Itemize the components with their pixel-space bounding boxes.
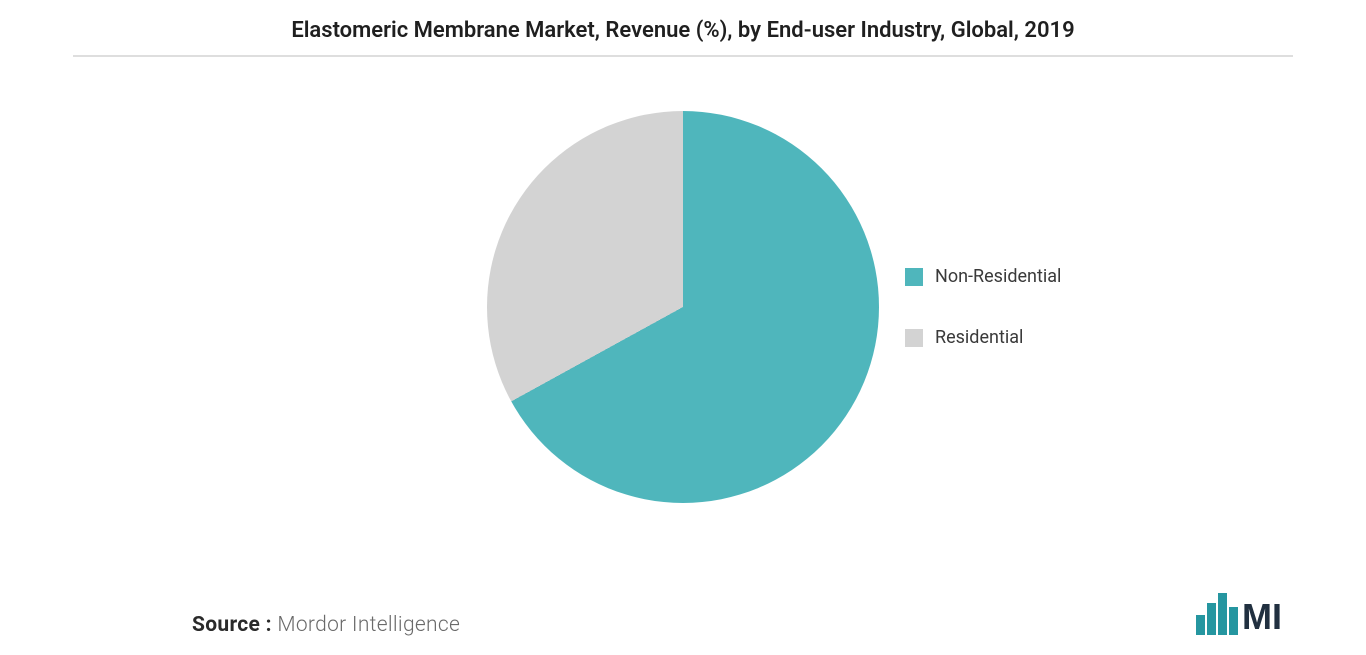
source-label: Source :: [192, 613, 272, 637]
source: Source : Mordor Intelligence: [192, 613, 460, 637]
legend-item: Non-Residential: [905, 266, 1061, 287]
legend-item: Residential: [905, 327, 1061, 348]
svg-text:MI: MI: [1242, 596, 1282, 637]
chart-container: Elastomeric Membrane Market, Revenue (%)…: [0, 0, 1366, 655]
legend: Non-Residential Residential: [905, 266, 1061, 348]
chart-title: Elastomeric Membrane Market, Revenue (%)…: [0, 18, 1366, 43]
footer: Source : Mordor Intelligence MI: [0, 585, 1366, 637]
legend-swatch: [905, 268, 923, 286]
mi-logo: MI: [1196, 585, 1294, 637]
mi-logo-svg: MI: [1196, 585, 1294, 637]
legend-swatch: [905, 329, 923, 347]
pie-wrap: [368, 57, 998, 557]
legend-label: Non-Residential: [935, 266, 1061, 287]
pie-chart: [487, 111, 879, 503]
source-value: Mordor Intelligence: [277, 613, 460, 637]
chart-body: Non-Residential Residential: [0, 57, 1366, 557]
legend-label: Residential: [935, 327, 1023, 348]
